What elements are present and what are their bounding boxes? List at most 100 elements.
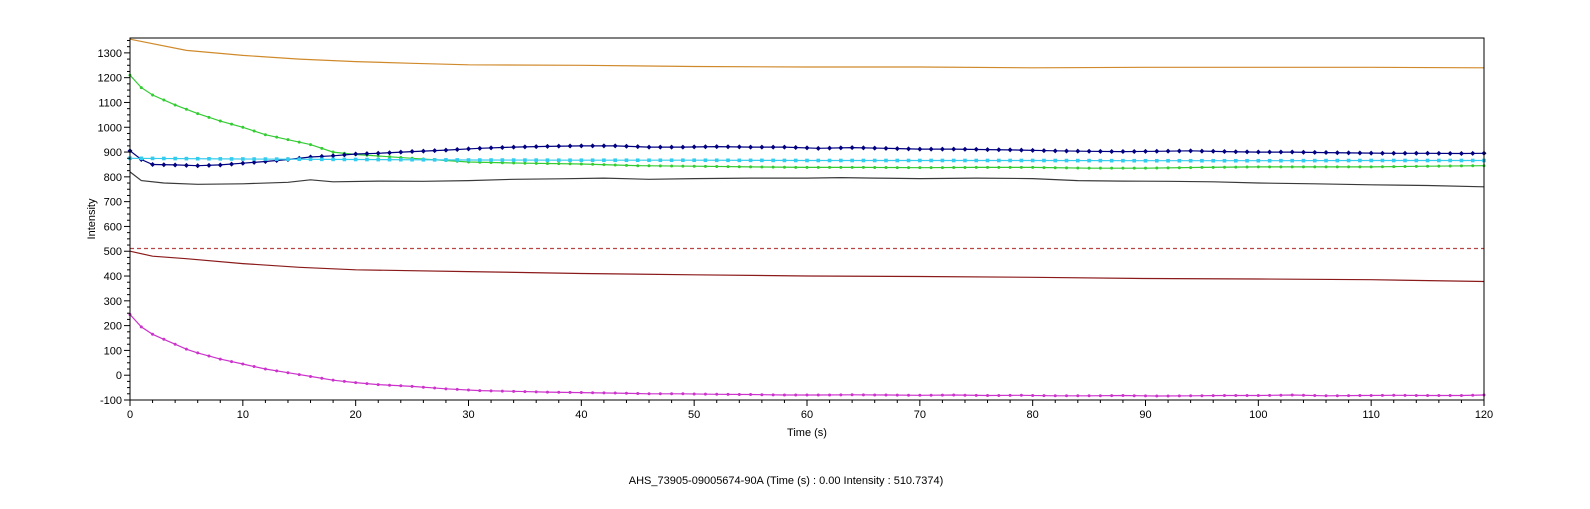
series-marker-8 — [749, 393, 753, 397]
series-marker-3 — [1267, 149, 1273, 155]
series-marker-2 — [816, 165, 820, 169]
series-marker-3 — [1143, 148, 1148, 154]
series-marker-8 — [1369, 393, 1373, 397]
series-marker-8 — [410, 384, 414, 388]
series-marker-3 — [872, 145, 878, 151]
series-marker-4 — [353, 157, 358, 162]
series-marker-3 — [1018, 147, 1024, 153]
series-marker-4 — [1346, 158, 1351, 163]
series-marker-2 — [1380, 165, 1384, 169]
series-marker-4 — [1448, 158, 1452, 163]
series-marker-8 — [388, 383, 392, 387]
series-marker-3 — [409, 149, 415, 155]
series-marker-3 — [612, 143, 618, 149]
series-marker-3 — [1436, 150, 1442, 156]
x-tick-label: 90 — [1139, 409, 1151, 421]
series-marker-2 — [703, 164, 707, 168]
series-marker-8 — [534, 390, 538, 394]
series-marker-4 — [545, 158, 550, 162]
series-marker-3 — [827, 145, 833, 151]
series-marker-3 — [432, 148, 438, 154]
series-marker-3 — [1278, 149, 1284, 155]
series-marker-8 — [309, 374, 313, 378]
series-marker-3 — [894, 146, 900, 152]
series-marker-8 — [512, 389, 516, 393]
series-marker-4 — [1019, 158, 1024, 163]
series-marker-3 — [1030, 147, 1036, 153]
series-marker-2 — [151, 93, 155, 97]
series-line-1 — [129, 38, 1485, 69]
series-marker-8 — [1031, 393, 1035, 397]
series-marker-4 — [918, 158, 922, 163]
series-marker-2 — [974, 165, 978, 169]
series-marker-2 — [1087, 166, 1091, 170]
series-marker-8 — [929, 393, 933, 397]
series-marker-4 — [590, 158, 595, 163]
series-marker-2 — [1098, 166, 1102, 170]
series-marker-8 — [399, 384, 403, 388]
series-marker-2 — [297, 140, 301, 144]
series-marker-4 — [331, 157, 335, 162]
series-marker-3 — [860, 145, 866, 151]
series-marker-4 — [602, 158, 606, 163]
series-marker-8 — [545, 390, 549, 394]
series-marker-4 — [1030, 158, 1035, 163]
series-marker-4 — [872, 158, 877, 163]
series-marker-3 — [1075, 148, 1081, 154]
series-marker-8 — [1144, 394, 1147, 398]
series-line-8 — [129, 314, 1485, 397]
series-marker-8 — [489, 389, 493, 393]
series-marker-2 — [1211, 165, 1215, 169]
series-marker-4 — [692, 158, 696, 163]
series-marker-4 — [1459, 158, 1464, 163]
series-marker-2 — [749, 165, 753, 169]
series-marker-3 — [1176, 148, 1182, 154]
series-marker-3 — [1300, 149, 1306, 155]
x-tick-label: 70 — [914, 409, 926, 421]
series-marker-4 — [737, 158, 742, 163]
series-marker-2 — [760, 165, 764, 169]
series-marker-2 — [1234, 165, 1238, 169]
series-marker-8 — [1448, 394, 1452, 398]
series-marker-3 — [1109, 148, 1115, 154]
series-marker-8 — [873, 393, 877, 397]
series-marker-4 — [1053, 158, 1058, 163]
x-tick-label: 40 — [575, 409, 587, 421]
series-marker-2 — [534, 161, 538, 165]
series-marker-3 — [1131, 148, 1137, 154]
series-marker-8 — [839, 393, 843, 397]
series-marker-3 — [567, 143, 573, 149]
series-marker-3 — [330, 153, 336, 159]
series-marker-4 — [805, 158, 809, 163]
series-marker-3 — [387, 150, 393, 156]
series-marker-4 — [1391, 158, 1396, 163]
series-marker-3 — [973, 146, 979, 152]
series-marker-3 — [1120, 149, 1126, 155]
y-tick-label: 100 — [104, 345, 122, 357]
plot-area — [130, 38, 1484, 400]
series-marker-2 — [839, 165, 843, 169]
series-marker-2 — [523, 161, 527, 165]
series-marker-2 — [557, 162, 561, 166]
series-marker-2 — [1166, 166, 1170, 170]
series-marker-3 — [838, 145, 844, 151]
series-marker-8 — [263, 367, 267, 371]
series-marker-2 — [1268, 165, 1272, 169]
series-marker-4 — [1166, 158, 1170, 163]
series-marker-3 — [1041, 148, 1047, 154]
y-tick-label: 1100 — [98, 97, 122, 109]
series-marker-4 — [839, 158, 843, 163]
series-marker-2 — [918, 166, 922, 170]
series-marker-8 — [760, 393, 764, 397]
series-marker-8 — [1392, 393, 1396, 397]
series-marker-8 — [670, 392, 674, 396]
series-marker-3 — [1391, 150, 1397, 156]
series-marker-4 — [241, 157, 245, 161]
series-marker-4 — [658, 158, 663, 163]
series-marker-8 — [1358, 394, 1362, 398]
series-marker-2 — [1110, 166, 1114, 170]
series-marker-4 — [1076, 158, 1080, 163]
series-marker-2 — [1414, 164, 1418, 168]
series-marker-4 — [951, 158, 956, 163]
series-marker-4 — [1312, 158, 1317, 163]
